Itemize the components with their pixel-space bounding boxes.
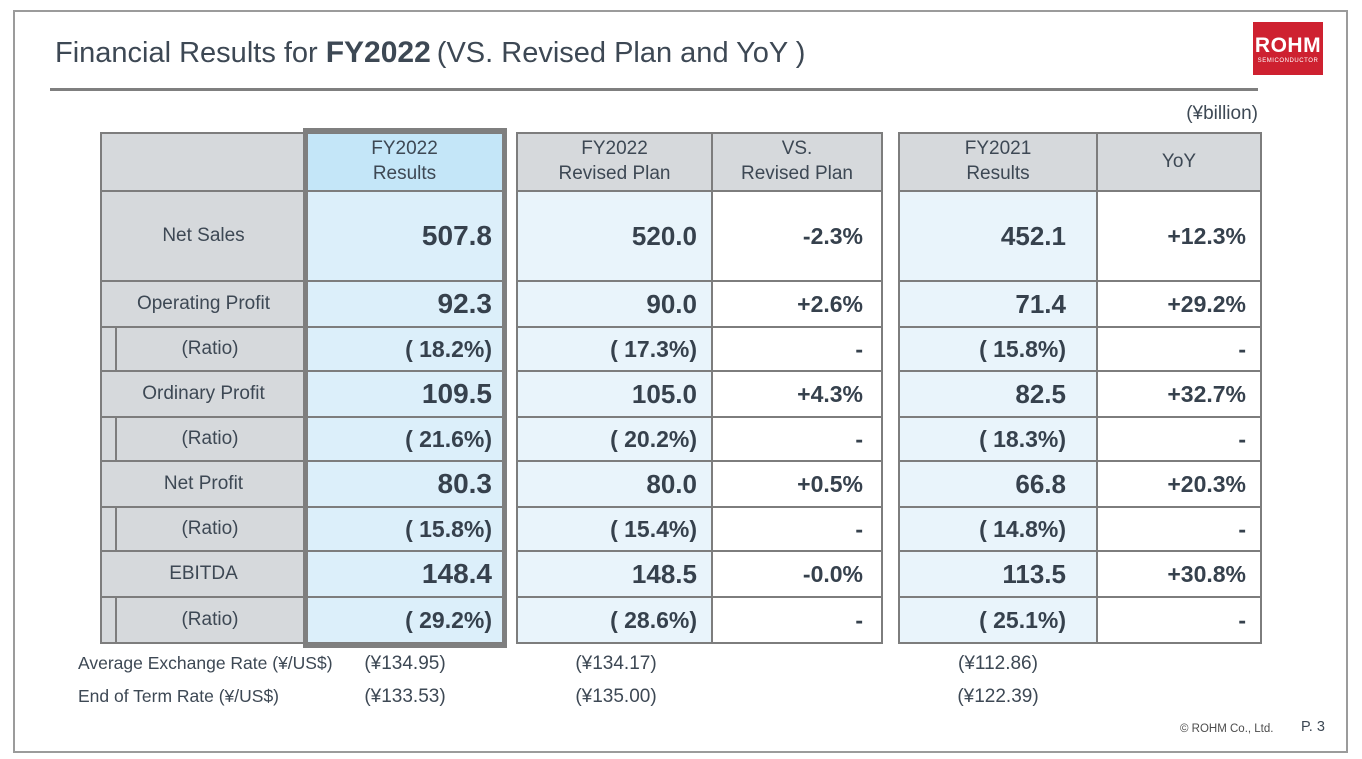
cell-net-profit-ratio-results: ( 15.8%) xyxy=(307,508,502,552)
header-line: Results xyxy=(372,163,437,184)
header-line: Revised Plan xyxy=(741,163,853,184)
cell-ordinary-profit-fy2021: 82.5 xyxy=(900,372,1098,418)
cell-operating-ratio-results: ( 18.2%) xyxy=(307,328,502,372)
cell-ebitda-ratio-yoy: - xyxy=(1098,598,1260,642)
cell-ebitda-yoy: +30.8% xyxy=(1098,552,1260,598)
cell-ebitda-fy2021: 113.5 xyxy=(900,552,1098,598)
corner-cell xyxy=(102,134,307,192)
cell-ordinary-ratio-results: ( 21.6%) xyxy=(307,418,502,462)
table-fy2021-yoy: FY2021 Results YoY 452.1 +12.3% 71.4 +29.… xyxy=(898,132,1262,644)
cell-net-profit-fy2021: 66.8 xyxy=(900,462,1098,508)
table-fy2022-results: FY2022 Results Net Sales 507.8 Operating … xyxy=(100,132,504,644)
header-line: FY2022 xyxy=(371,138,438,160)
slide-border xyxy=(13,10,1348,753)
header-line: Results xyxy=(966,163,1030,184)
header-vs-revised-plan: VS. Revised Plan xyxy=(713,134,881,192)
row-label-operating-profit: Operating Profit xyxy=(102,282,307,328)
row-label-net-profit: Net Profit xyxy=(102,462,307,508)
cell-ebitda-ratio-fy2021: ( 25.1%) xyxy=(900,598,1098,642)
average-rate-fy2021: (¥112.86) xyxy=(958,653,1038,674)
cell-ebitda-ratio-plan: ( 28.6%) xyxy=(518,598,713,642)
header-line: FY2021 xyxy=(964,138,1032,160)
end-rate-fy2022-plan: (¥135.00) xyxy=(575,686,657,707)
row-label-net-profit-ratio: (Ratio) xyxy=(102,508,307,552)
end-rate-fy2022-results: (¥133.53) xyxy=(364,686,446,707)
cell-net-profit-vs: +0.5% xyxy=(713,462,881,508)
header-line: Revised Plan xyxy=(558,163,671,184)
row-label-ordinary-profit: Ordinary Profit xyxy=(102,372,307,418)
cell-ordinary-ratio-plan: ( 20.2%) xyxy=(518,418,713,462)
average-exchange-rate-row: Average Exchange Rate (¥/US$) (¥134.95) … xyxy=(0,653,1362,677)
cell-net-sales-fy2021: 452.1 xyxy=(900,192,1098,282)
header-line: VS. xyxy=(781,138,813,160)
row-label-ebitda: EBITDA xyxy=(102,552,307,598)
header-fy2021-results: FY2021 Results xyxy=(900,134,1098,192)
title-underline xyxy=(50,88,1258,91)
average-rate-fy2022-results: (¥134.95) xyxy=(364,653,446,674)
end-of-term-rate-label: End of Term Rate (¥/US$) xyxy=(78,686,280,706)
cell-ordinary-profit-results: 109.5 xyxy=(307,372,502,418)
cell-net-profit-ratio-yoy: - xyxy=(1098,508,1260,552)
rohm-logo: ROHM SEMICONDUCTOR xyxy=(1253,22,1323,75)
end-rate-fy2021: (¥122.39) xyxy=(957,686,1039,707)
cell-ordinary-profit-vs: +4.3% xyxy=(713,372,881,418)
header-fy2022-revised-plan: FY2022 Revised Plan xyxy=(518,134,713,192)
cell-operating-profit-plan: 90.0 xyxy=(518,282,713,328)
cell-net-sales-vs: -2.3% xyxy=(713,192,881,282)
row-label-ordinary-ratio: (Ratio) xyxy=(102,418,307,462)
table-revised-plan: FY2022 Revised Plan VS. Revised Plan 520.0… xyxy=(516,132,883,644)
cell-net-profit-yoy: +20.3% xyxy=(1098,462,1260,508)
cell-ordinary-ratio-vs: - xyxy=(713,418,881,462)
copyright-note: © ROHM Co., Ltd. xyxy=(1180,723,1274,735)
end-of-term-rate-row: End of Term Rate (¥/US$) (¥133.53) (¥135… xyxy=(0,686,1362,710)
cell-operating-ratio-fy2021: ( 15.8%) xyxy=(900,328,1098,372)
cell-operating-profit-results: 92.3 xyxy=(307,282,502,328)
cell-operating-profit-fy2021: 71.4 xyxy=(900,282,1098,328)
cell-operating-profit-vs: +2.6% xyxy=(713,282,881,328)
title-year: FY2022 xyxy=(325,36,431,69)
cell-ebitda-plan: 148.5 xyxy=(518,552,713,598)
cell-net-sales-results: 507.8 xyxy=(307,192,502,282)
cell-ebitda-vs: -0.0% xyxy=(713,552,881,598)
cell-operating-ratio-plan: ( 17.3%) xyxy=(518,328,713,372)
cell-ebitda-results: 148.4 xyxy=(307,552,502,598)
cell-operating-ratio-vs: - xyxy=(713,328,881,372)
rohm-logo-text: ROHM xyxy=(1254,34,1322,57)
results-table-group: FY2022 Results Net Sales 507.8 Operating … xyxy=(100,128,1280,662)
cell-ordinary-profit-yoy: +32.7% xyxy=(1098,372,1260,418)
unit-note: (¥billion) xyxy=(1186,103,1258,124)
cell-net-profit-ratio-vs: - xyxy=(713,508,881,552)
cell-net-profit-plan: 80.0 xyxy=(518,462,713,508)
row-label-net-sales: Net Sales xyxy=(102,192,307,282)
cell-net-sales-plan: 520.0 xyxy=(518,192,713,282)
row-label-operating-ratio: (Ratio) xyxy=(102,328,307,372)
cell-ordinary-ratio-yoy: - xyxy=(1098,418,1260,462)
header-fy2022-results: FY2022 Results xyxy=(307,134,502,192)
cell-operating-ratio-yoy: - xyxy=(1098,328,1260,372)
cell-net-sales-yoy: +12.3% xyxy=(1098,192,1260,282)
cell-ordinary-profit-plan: 105.0 xyxy=(518,372,713,418)
title-prefix: Financial Results for xyxy=(55,37,318,69)
cell-net-profit-ratio-fy2021: ( 14.8%) xyxy=(900,508,1098,552)
average-rate-fy2022-plan: (¥134.17) xyxy=(575,653,657,674)
cell-net-profit-results: 80.3 xyxy=(307,462,502,508)
page-number: P. 3 xyxy=(1301,719,1325,735)
page-title: Financial Results for FY2022 (VS. Revised … xyxy=(55,36,805,70)
rohm-logo-subtext: SEMICONDUCTOR xyxy=(1257,58,1319,64)
cell-net-profit-ratio-plan: ( 15.4%) xyxy=(518,508,713,552)
row-label-ebitda-ratio: (Ratio) xyxy=(102,598,307,642)
title-suffix: (VS. Revised Plan and YoY ) xyxy=(436,37,806,69)
header-line: YoY xyxy=(1161,150,1197,172)
header-yoy: YoY xyxy=(1098,134,1260,192)
header-line: FY2022 xyxy=(581,138,648,160)
cell-ordinary-ratio-fy2021: ( 18.3%) xyxy=(900,418,1098,462)
cell-operating-profit-yoy: +29.2% xyxy=(1098,282,1260,328)
cell-ebitda-ratio-results: ( 29.2%) xyxy=(307,598,502,642)
average-exchange-rate-label: Average Exchange Rate (¥/US$) xyxy=(78,653,333,673)
cell-ebitda-ratio-vs: - xyxy=(713,598,881,642)
